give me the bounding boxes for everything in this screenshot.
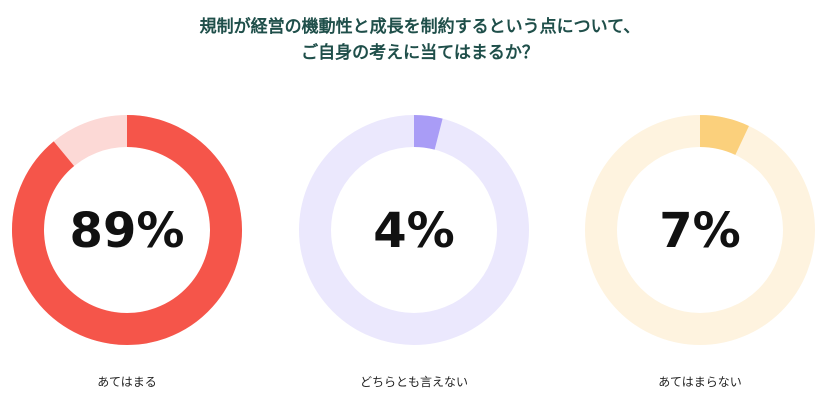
donut-segment-1 [12, 115, 242, 345]
donut-segment-3 [699, 115, 749, 156]
donut-value-label-2: 4% [373, 203, 455, 259]
donut-category-label-3: あてはまらない [658, 375, 742, 389]
chart-title-line-1: 規制が経営の機動性と成長を制約するという点について、 [199, 17, 641, 37]
chart-title: 規制が経営の機動性と成長を制約するという点について、 ご自身の考えに当てはまるか… [0, 14, 840, 66]
donut-value-label-3: 7% [659, 203, 741, 259]
donut-value-label-1: 89% [70, 203, 185, 259]
chart-title-line-2: ご自身の考えに当てはまるか？ [301, 43, 539, 63]
donut-segment-2 [413, 115, 443, 150]
donut-category-label-2: どちらとも言えない [360, 375, 468, 389]
donut-category-label-1: あてはまる [97, 375, 157, 389]
